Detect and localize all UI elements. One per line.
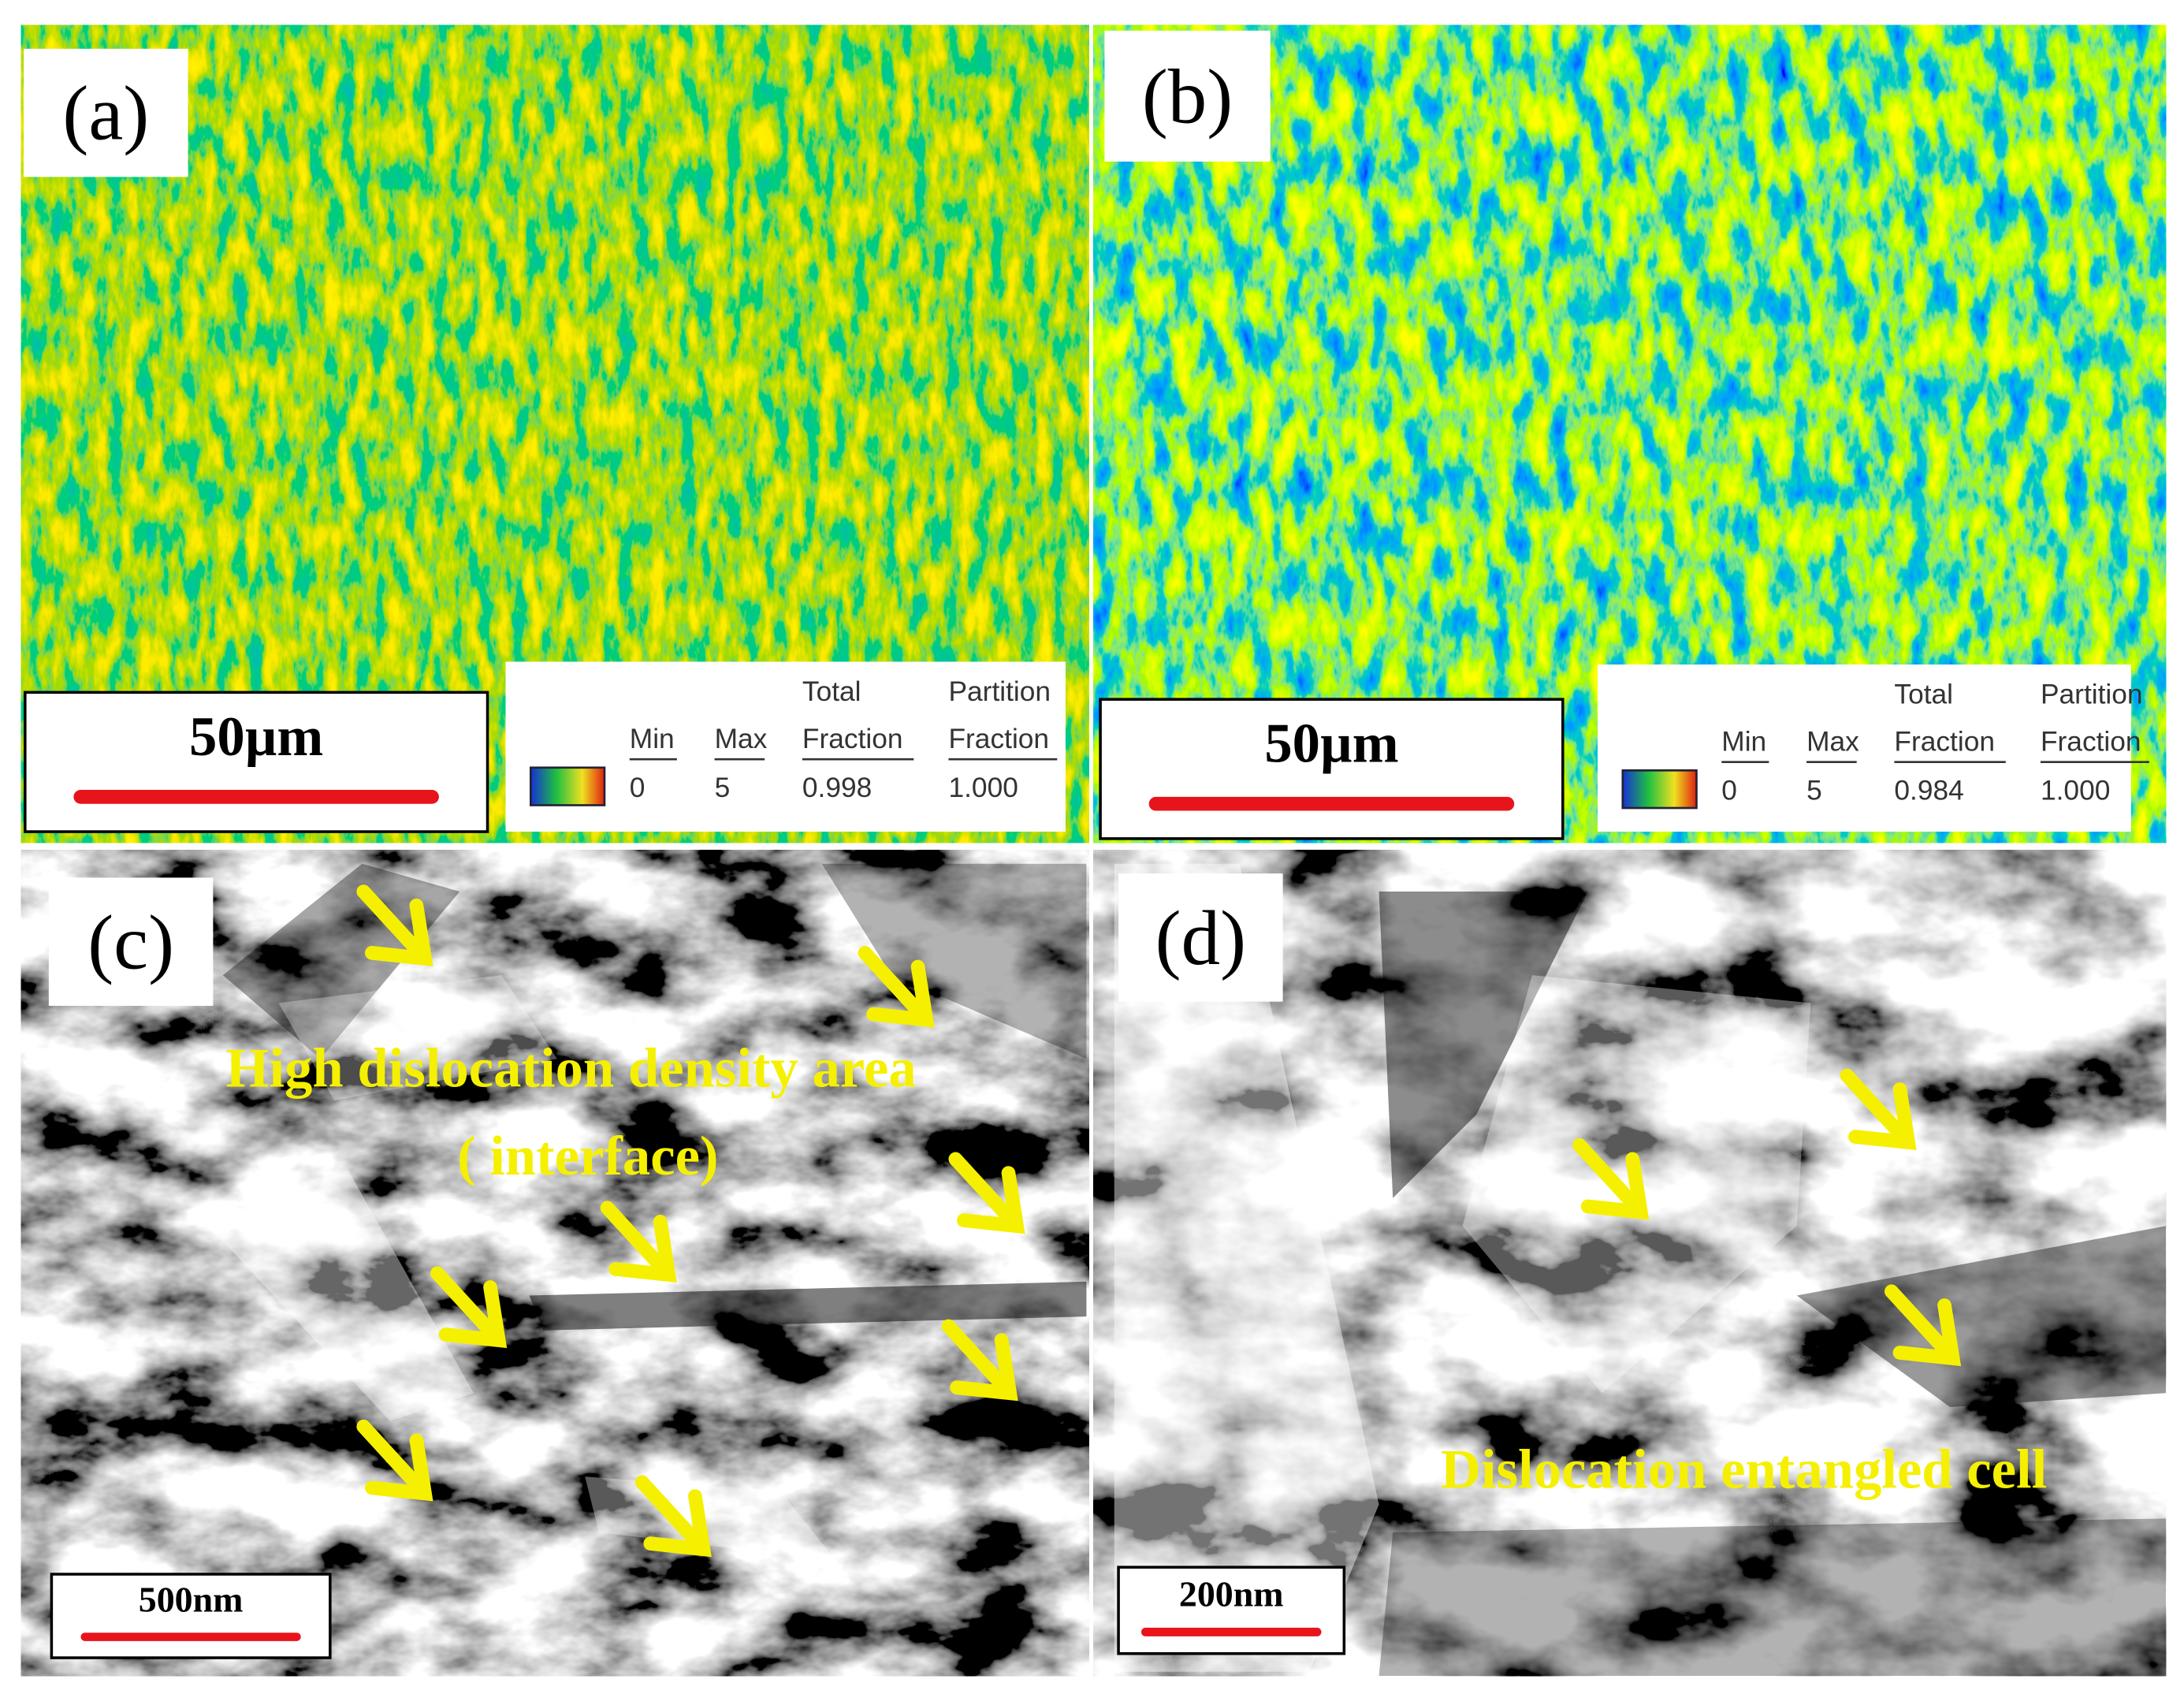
color-bar [529, 766, 606, 806]
arrow [430, 1266, 508, 1349]
legend-value: 0.984 [1894, 775, 1963, 806]
legend-value: 0 [630, 773, 646, 803]
texture-patch [1378, 892, 1588, 1198]
panel-label: (d) [1155, 895, 1246, 981]
annotation: Dislocation entangled cell [1441, 1439, 2047, 1500]
texture-patch [529, 1281, 1087, 1331]
legend-value: 0.998 [802, 773, 872, 803]
legend-value: 5 [715, 773, 731, 803]
arrow [948, 1152, 1025, 1234]
legend-header: Total [1894, 679, 1953, 709]
legend-value: 0 [1721, 775, 1737, 806]
label-box [24, 48, 188, 177]
arrow [941, 1319, 1018, 1402]
legend-header: Fraction [1894, 727, 1995, 758]
color-bar [1621, 769, 1698, 810]
legend-header: Partition [948, 676, 1051, 707]
legend-header: Min [630, 724, 675, 754]
arrow [600, 1201, 677, 1283]
arrow [1572, 1137, 1650, 1220]
texture-patch [821, 863, 1087, 1059]
legend-header: Total [802, 676, 861, 707]
texture-patch [222, 863, 460, 1059]
texture-patch [1378, 1518, 2167, 1677]
arrow [356, 1419, 433, 1502]
texture-patch [1114, 863, 1379, 1672]
texture-patch [278, 975, 557, 1101]
scale-bar-label: 50µm [189, 706, 323, 768]
panel-label: (c) [87, 899, 174, 985]
legend-header: Fraction [948, 724, 1049, 754]
legend-header: Max [715, 724, 768, 754]
annotation: High dislocation density area [225, 1037, 916, 1099]
scale-bar-box [24, 691, 489, 833]
legend-header: Fraction [802, 724, 903, 754]
scale-bar-box [1117, 1566, 1346, 1655]
scale-bar-label: 500nm [139, 1580, 244, 1620]
arrow [1884, 1284, 1962, 1367]
legend-value: 1.000 [2041, 775, 2110, 806]
scale-bar-box [50, 1573, 332, 1659]
panel-label: (b) [1142, 54, 1233, 140]
legend-header: Max [1806, 727, 1859, 758]
label-box [48, 877, 214, 1006]
legend-header: Min [1721, 727, 1766, 758]
scale-bar-box [1099, 698, 1565, 840]
legend-header: Fraction [2041, 727, 2141, 758]
arrow [356, 884, 433, 966]
texture-patch [1796, 1226, 2167, 1407]
label-box [1104, 30, 1271, 162]
annotation: ( interface) [457, 1126, 719, 1187]
scale-bar-label: 200nm [1179, 1573, 1284, 1614]
arrow [858, 945, 935, 1028]
legend-value: 5 [1806, 775, 1822, 806]
scale-bar-label: 50µm [1264, 713, 1398, 775]
arrow [1840, 1068, 1917, 1151]
legend-header: Partition [2041, 679, 2143, 709]
arrow [634, 1475, 712, 1558]
label-box [1118, 873, 1283, 1002]
texture-patch [209, 1170, 474, 1421]
legend-value: 1.000 [948, 773, 1018, 803]
panel-label: (a) [62, 71, 149, 157]
